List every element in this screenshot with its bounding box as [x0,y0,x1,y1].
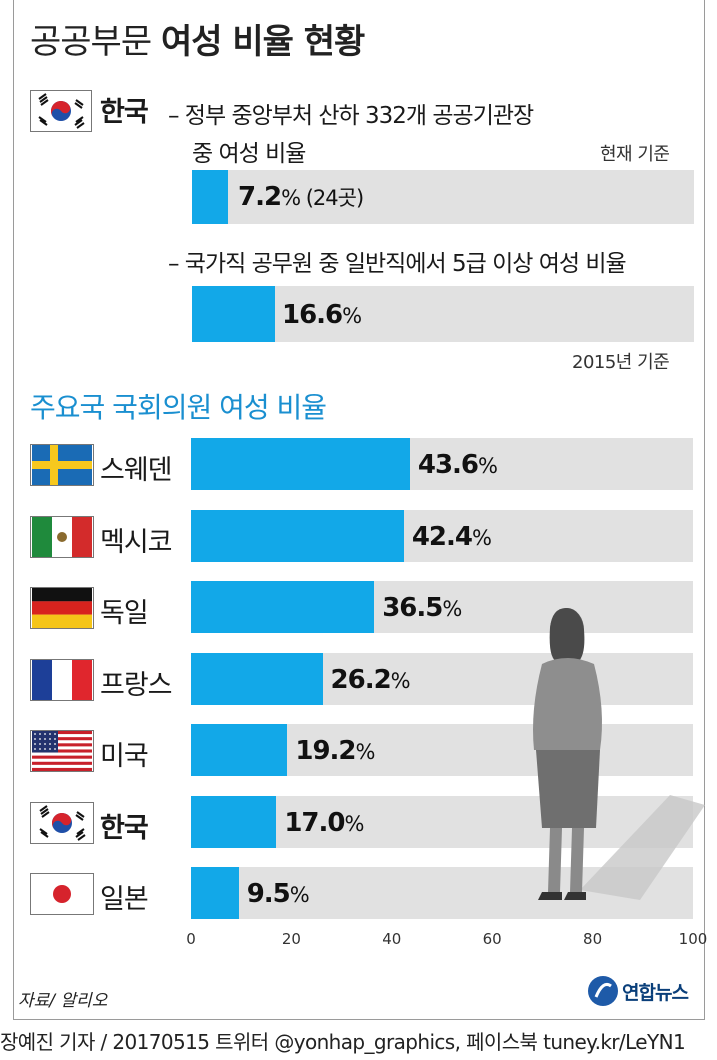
item1-unit: % [281,186,301,210]
item2-note: 2015년 기준 [572,352,670,373]
title-bold: 여성 비율 현황 [160,22,365,62]
france-flag-icon [30,658,94,701]
data-label: 17.0% [284,807,364,838]
item1-desc-line2: 중 여성 비율 [192,141,306,167]
infographic-frame [13,0,705,1020]
item1-note: 현재 기준 [600,144,670,165]
bar [191,652,323,705]
korea-section-label: 한국 [100,97,149,128]
category-label: 한국 [100,812,149,844]
category-label: 멕시코 [100,526,173,558]
item2-bar-track [192,286,694,342]
sweden-flag-icon [30,444,94,486]
usa-flag-icon [30,730,94,772]
source-note: 자료/ 알리오 [18,991,108,1011]
title-light: 공공부문 [30,22,152,62]
item1-desc-line1: – 정부 중앙부처 산하 332개 공공기관장 [168,103,534,129]
bar [191,438,410,490]
item1-bar [192,170,228,224]
chart-title: 주요국 국회의원 여성 비율 [30,391,327,424]
x-tick-label: 0 [186,930,196,948]
item2-desc: – 국가직 공무원 중 일반직에서 5급 이상 여성 비율 [168,251,627,277]
japan-flag-icon [30,873,94,915]
data-label: 26.2% [330,664,411,695]
credit-line: 장예진 기자 / 20170515 트위터 @yonhap_graphics, … [0,1030,686,1054]
category-label: 프랑스 [100,669,173,701]
category-label: 독일 [100,598,149,629]
data-label: 36.5% [382,593,462,623]
x-tick-label: 100 [678,930,708,948]
yonhap-logo: 연합뉴스 [586,972,708,1010]
category-label: 스웨덴 [100,455,173,486]
data-label: 9.5% [246,879,310,909]
korea-flag-icon [30,801,94,844]
item1-extra: (24곳) [300,186,364,210]
x-tick-label: 80 [583,930,603,948]
item2-unit: % [342,304,362,328]
logo-text: 연합뉴스 [622,982,689,1004]
bar-track [191,438,693,490]
bar-track [191,652,693,705]
bar [191,509,404,562]
bar-track [191,581,693,633]
bar [191,724,288,776]
item2-bar [192,286,275,342]
bar [191,795,277,848]
item1-value-label: 7.2% (24곳) [238,182,364,212]
germany-flag-icon [30,587,94,629]
item1-bar-track [192,170,694,224]
bar [191,581,375,633]
category-label: 일본 [100,884,149,915]
item1-value: 7.2 [238,182,282,212]
x-tick-label: 60 [482,930,502,948]
mexico-flag-icon [30,515,94,558]
item2-value: 16.6 [282,300,343,330]
data-label: 19.2% [295,736,375,766]
data-label: 43.6% [417,450,498,480]
item2-value-label: 16.6% [282,300,362,330]
category-label: 미국 [100,741,149,772]
bar-track [191,724,693,776]
page-title: 공공부문 여성 비율 현황 [30,14,365,63]
bar [191,867,239,919]
bar-track [191,509,693,562]
bar-track [191,795,693,848]
korea-flag-icon [30,90,92,132]
yonhap-logo-icon [588,976,618,1006]
data-label: 42.4% [411,521,492,552]
x-tick-label: 20 [281,930,301,948]
woman-silhouette-icon [520,600,710,914]
x-tick-label: 40 [382,930,402,948]
